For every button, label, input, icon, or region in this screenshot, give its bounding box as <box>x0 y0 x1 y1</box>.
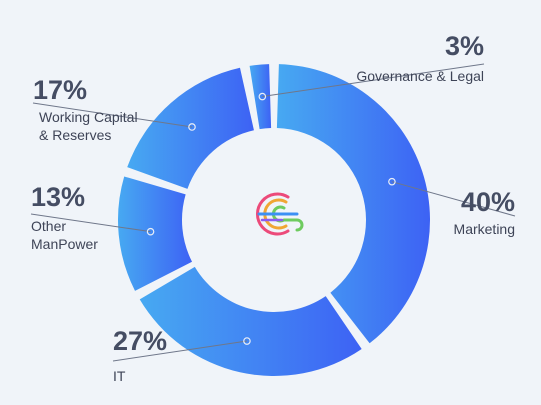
leader-line <box>32 102 193 128</box>
leader-dot <box>258 92 267 101</box>
slice-category-label: Working Capital <box>39 109 138 125</box>
leader-dot <box>243 337 251 345</box>
slice-it <box>139 266 362 376</box>
slice-category-label: Marketing <box>454 221 515 237</box>
slice-category-label: IT <box>113 368 126 384</box>
leader-line <box>112 340 248 362</box>
slice-percent-label: 17% <box>33 75 87 105</box>
leader-dot <box>188 123 196 131</box>
leader-line <box>391 181 516 217</box>
slice-percent-label: 27% <box>113 326 167 356</box>
slice-working-capital-reserves <box>127 67 254 189</box>
leader-dot <box>388 177 396 186</box>
slice-category-label: & Reserves <box>39 127 111 143</box>
slice-percent-label: 40% <box>461 187 515 217</box>
slice-category-label: Governance & Legal <box>356 68 484 84</box>
leader-line <box>30 213 151 233</box>
leader-dot <box>146 227 155 236</box>
slice-category-label: ManPower <box>31 236 98 252</box>
leader-line <box>262 63 485 98</box>
slice-category-label: Other <box>31 218 66 234</box>
slice-other-manpower <box>118 176 193 291</box>
slice-percent-label: 13% <box>31 182 85 212</box>
brand-logo-icon <box>256 192 304 236</box>
slice-governance-legal <box>249 64 272 130</box>
slice-percent-label: 3% <box>445 31 484 61</box>
slice-marketing <box>276 64 431 344</box>
